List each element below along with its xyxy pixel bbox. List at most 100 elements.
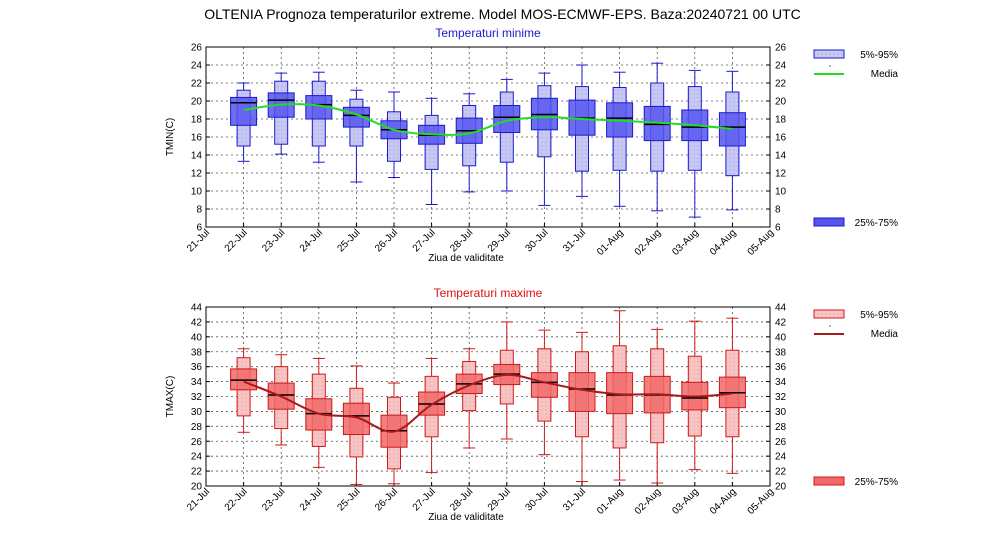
tmax-ytick-label-left: 32 bbox=[191, 392, 203, 403]
tmin-ytick-label-right: 12 bbox=[775, 169, 787, 180]
tmin-ytick-label-left: 6 bbox=[196, 223, 202, 234]
tmin-xtick-label: 29-Jul bbox=[486, 227, 513, 254]
tmin-ytick-label-left: 10 bbox=[191, 187, 203, 198]
tmin-box bbox=[267, 72, 295, 155]
tmax-box bbox=[643, 328, 671, 484]
tmin-box bbox=[643, 62, 671, 212]
tmax-ytick-label-right: 44 bbox=[775, 303, 787, 314]
tmin-box bbox=[418, 97, 446, 205]
tmax-legend-25-75-label: 25%-75% bbox=[855, 477, 898, 488]
tmax-panel: Temperaturi maxime 20 20 22 22 24 24 26 26 28 28 30… bbox=[165, 286, 898, 523]
tmax-ytick-label-left: 44 bbox=[191, 303, 203, 314]
tmin-ytick-label-right: 16 bbox=[775, 133, 787, 144]
tmax-ytick-label-right: 22 bbox=[775, 467, 787, 478]
tmin-box bbox=[380, 91, 408, 178]
tmax-title: Temperaturi maxime bbox=[434, 286, 543, 300]
tmax-ylabel: TMAX(C) bbox=[165, 376, 176, 418]
tmax-box bbox=[718, 317, 746, 474]
tmax-xtick-label: 05-Aug bbox=[746, 486, 777, 517]
tmax-xtick-label: 29-Jul bbox=[486, 486, 513, 513]
tmax-box bbox=[530, 329, 558, 456]
tmax-legend-mean-label: Media bbox=[871, 329, 899, 340]
tmax-ytick-label-right: 30 bbox=[775, 407, 787, 418]
tmin-legend-5-95-label: 5%-95% bbox=[860, 50, 898, 61]
tmin-ytick-label-left: 12 bbox=[191, 169, 203, 180]
tmax-xtick-label: 28-Jul bbox=[448, 486, 475, 513]
tmin-box bbox=[718, 70, 746, 211]
tmin-box-25-75 bbox=[718, 112, 746, 147]
tmin-legend-dot bbox=[829, 65, 831, 67]
tmax-xtick-label: 31-Jul bbox=[561, 486, 588, 513]
tmin-box bbox=[568, 64, 596, 197]
tmin-ytick-label-right: 24 bbox=[775, 61, 787, 72]
tmin-xtick-label: 24-Jul bbox=[298, 227, 325, 254]
tmax-ytick-label-left: 40 bbox=[191, 332, 203, 343]
tmax-ytick-label-right: 28 bbox=[775, 422, 787, 433]
tmax-xtick-label: 01-Aug bbox=[595, 486, 626, 517]
tmax-box bbox=[267, 354, 295, 446]
tmin-box bbox=[305, 71, 333, 163]
tmax-ytick-label-right: 26 bbox=[775, 437, 787, 448]
tmin-xtick-label: 28-Jul bbox=[448, 227, 475, 254]
tmax-ytick-label-right: 24 bbox=[775, 452, 787, 463]
tmax-legend: 5%-95% Media 25%-75% bbox=[813, 309, 899, 488]
tmin-legend-25-75-label: 25%-75% bbox=[855, 218, 898, 229]
tmin-ytick-label-right: 8 bbox=[775, 205, 781, 216]
tmax-ytick-label-right: 34 bbox=[775, 377, 787, 388]
tmax-ytick-label-left: 30 bbox=[191, 407, 203, 418]
tmax-box bbox=[493, 321, 521, 440]
tmin-ytick-label-left: 26 bbox=[191, 43, 203, 54]
tmax-box bbox=[380, 382, 408, 485]
tmax-box bbox=[342, 365, 370, 486]
tmin-box bbox=[493, 78, 521, 192]
tmax-ytick-label-right: 36 bbox=[775, 362, 787, 373]
tmax-ytick-label-left: 36 bbox=[191, 362, 203, 373]
tmin-xtick-label: 01-Aug bbox=[595, 227, 626, 258]
tmin-ytick-label-left: 14 bbox=[191, 151, 203, 162]
tmin-box bbox=[681, 69, 709, 218]
tmax-ytick-label-right: 40 bbox=[775, 332, 787, 343]
tmin-ytick-label-left: 8 bbox=[196, 205, 202, 216]
tmin-legend-25-75-swatch bbox=[813, 217, 845, 227]
tmin-legend: 5%-95% Media 25%-75% bbox=[813, 49, 898, 229]
tmax-xtick-label: 22-Jul bbox=[223, 486, 250, 513]
tmax-box bbox=[568, 331, 596, 483]
tmin-ytick-label-left: 22 bbox=[191, 79, 203, 90]
tmin-box-25-75 bbox=[230, 96, 258, 126]
tmin-panel: Temperaturi minime 6 6 8 8 10 10 12 12 14 14 16 16 18… bbox=[165, 26, 898, 264]
tmin-xlabel: Ziua de validitate bbox=[428, 253, 504, 264]
tmin-ytick-label-right: 10 bbox=[775, 187, 787, 198]
tmin-ytick-label-right: 26 bbox=[775, 43, 787, 54]
tmax-ytick-label-left: 34 bbox=[191, 377, 203, 388]
tmax-xtick-label: 30-Jul bbox=[523, 486, 550, 513]
tmax-ytick-label-right: 32 bbox=[775, 392, 787, 403]
tmin-ytick-label-left: 24 bbox=[191, 61, 203, 72]
tmin-ytick-label-left: 20 bbox=[191, 97, 203, 108]
tmax-box bbox=[305, 357, 333, 468]
tmin-box bbox=[455, 93, 483, 193]
tmax-ytick-label-left: 22 bbox=[191, 467, 203, 478]
tmin-xtick-label: 25-Jul bbox=[335, 227, 362, 254]
tmin-ytick-label-right: 18 bbox=[775, 115, 787, 126]
tmax-xtick-label: 02-Aug bbox=[633, 486, 664, 517]
tmin-xtick-label: 22-Jul bbox=[223, 227, 250, 254]
page-title: OLTENIA Prognoza temperaturilor extreme.… bbox=[204, 6, 801, 22]
tmin-legend-5-95-swatch bbox=[813, 49, 845, 59]
tmin-ytick-label-left: 16 bbox=[191, 133, 203, 144]
tmin-xtick-label: 03-Aug bbox=[670, 227, 701, 258]
tmax-legend-5-95-swatch bbox=[813, 309, 845, 319]
tmax-ytick-label-left: 42 bbox=[191, 317, 203, 328]
tmin-ytick-label-right: 14 bbox=[775, 151, 787, 162]
tmin-xtick-label: 31-Jul bbox=[561, 227, 588, 254]
tmin-box bbox=[530, 72, 558, 206]
tmax-xtick-label: 25-Jul bbox=[335, 486, 362, 513]
tmax-ytick-label-left: 26 bbox=[191, 437, 203, 448]
tmax-box bbox=[230, 348, 258, 433]
tmax-legend-5-95-label: 5%-95% bbox=[860, 310, 898, 321]
tmax-ytick-label-left: 20 bbox=[191, 482, 203, 493]
tmax-ytick-label-left: 24 bbox=[191, 452, 203, 463]
tmax-ytick-label-left: 38 bbox=[191, 347, 203, 358]
tmax-xtick-label: 23-Jul bbox=[260, 486, 287, 513]
tmax-xtick-label: 04-Aug bbox=[708, 486, 739, 517]
